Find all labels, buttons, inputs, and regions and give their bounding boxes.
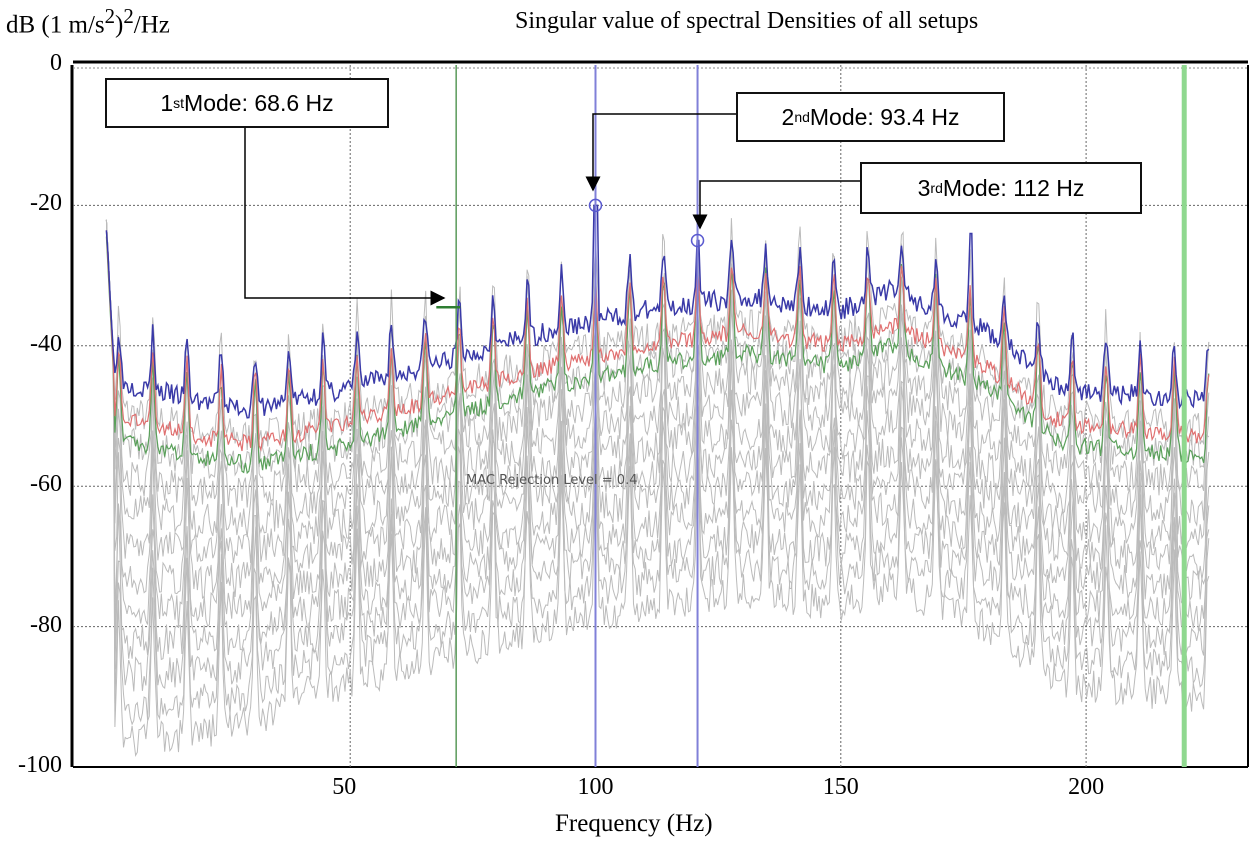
y-axis-label: dB (1 m/s2)2/Hz <box>6 4 170 39</box>
y-tick-label: -100 <box>18 752 62 778</box>
y-tick-label: -40 <box>30 330 62 357</box>
gray-singular-value-line <box>105 219 1210 758</box>
mode-marker <box>588 198 603 213</box>
green-singular-value-line <box>105 236 1210 475</box>
chart-title: Singular value of spectral Densities of … <box>515 8 979 34</box>
gray-singular-value-line <box>105 219 1210 508</box>
gray-singular-value-line <box>105 219 1210 538</box>
x-tick-label: 100 <box>577 774 614 800</box>
gray-singular-value-line <box>105 219 1210 661</box>
y-tick-label: -60 <box>30 471 62 498</box>
mode-3-arrow <box>692 180 860 230</box>
x-tick-label: 150 <box>822 774 859 800</box>
mode-marker <box>690 233 705 248</box>
y-tick-label: -80 <box>30 611 62 638</box>
gray-singular-value-line <box>105 219 1210 600</box>
mode-2-arrow <box>585 113 736 192</box>
y-tick-label: 0 <box>50 50 62 76</box>
mode-1-arrow <box>244 125 446 306</box>
red-singular-value-line <box>105 230 1210 452</box>
blue-singular-value-line <box>105 204 1210 419</box>
x-axis-label: Frequency (Hz) <box>555 810 713 837</box>
x-tick-label: 50 <box>332 774 357 800</box>
y-tick-label: -20 <box>30 190 62 217</box>
gray-singular-value-line <box>105 219 1210 692</box>
x-tick-label: 200 <box>1068 774 1105 800</box>
gray-singular-value-line <box>105 219 1210 629</box>
mac-rejection-label: MAC Rejection Level = 0.4 <box>466 473 637 488</box>
gray-singular-value-line <box>105 218 1210 451</box>
